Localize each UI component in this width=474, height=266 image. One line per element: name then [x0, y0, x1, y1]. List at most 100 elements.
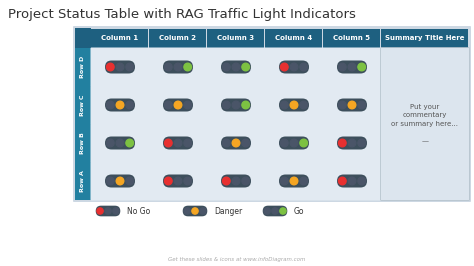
Circle shape: [242, 177, 249, 185]
FancyBboxPatch shape: [207, 161, 265, 201]
Circle shape: [164, 63, 172, 71]
Text: Column 1: Column 1: [101, 35, 138, 41]
Circle shape: [184, 177, 191, 185]
FancyBboxPatch shape: [322, 85, 382, 124]
Circle shape: [232, 177, 240, 185]
FancyBboxPatch shape: [105, 60, 135, 73]
Circle shape: [242, 63, 249, 71]
Circle shape: [290, 101, 298, 109]
Circle shape: [184, 139, 191, 147]
Circle shape: [232, 63, 240, 71]
FancyBboxPatch shape: [75, 28, 91, 48]
FancyBboxPatch shape: [221, 60, 251, 73]
Circle shape: [107, 139, 114, 147]
Text: Column 2: Column 2: [159, 35, 197, 41]
Circle shape: [200, 208, 206, 214]
FancyBboxPatch shape: [279, 60, 309, 73]
Circle shape: [164, 101, 172, 109]
Circle shape: [358, 101, 365, 109]
Circle shape: [116, 139, 124, 147]
Circle shape: [116, 63, 124, 71]
FancyBboxPatch shape: [163, 174, 193, 188]
FancyBboxPatch shape: [91, 28, 148, 48]
FancyBboxPatch shape: [221, 136, 251, 149]
Text: Project Status Table with RAG Traffic Light Indicators: Project Status Table with RAG Traffic Li…: [8, 8, 356, 21]
Circle shape: [272, 208, 278, 214]
Text: Row A: Row A: [81, 170, 85, 192]
Circle shape: [338, 177, 346, 185]
FancyBboxPatch shape: [263, 206, 287, 216]
Text: Column 4: Column 4: [275, 35, 313, 41]
FancyBboxPatch shape: [207, 85, 265, 124]
FancyBboxPatch shape: [75, 48, 91, 86]
FancyBboxPatch shape: [279, 174, 309, 188]
Circle shape: [290, 63, 298, 71]
FancyBboxPatch shape: [337, 98, 367, 111]
Circle shape: [174, 139, 182, 147]
FancyBboxPatch shape: [337, 136, 367, 149]
Circle shape: [126, 63, 134, 71]
Circle shape: [348, 63, 356, 71]
Circle shape: [338, 101, 346, 109]
Circle shape: [184, 208, 190, 214]
Circle shape: [97, 208, 103, 214]
FancyBboxPatch shape: [75, 162, 91, 200]
Circle shape: [358, 177, 365, 185]
Circle shape: [358, 63, 365, 71]
Text: Put your
commentary
or summary here...

—: Put your commentary or summary here... —: [392, 104, 458, 144]
FancyBboxPatch shape: [105, 136, 135, 149]
Circle shape: [113, 208, 119, 214]
FancyBboxPatch shape: [149, 28, 207, 48]
Circle shape: [281, 101, 288, 109]
Circle shape: [107, 101, 114, 109]
FancyBboxPatch shape: [381, 48, 470, 201]
FancyBboxPatch shape: [337, 60, 367, 73]
Circle shape: [126, 177, 134, 185]
Circle shape: [264, 208, 270, 214]
FancyBboxPatch shape: [105, 174, 135, 188]
Circle shape: [164, 139, 172, 147]
FancyBboxPatch shape: [264, 85, 323, 124]
FancyBboxPatch shape: [207, 123, 265, 163]
FancyBboxPatch shape: [163, 60, 193, 73]
Circle shape: [184, 63, 191, 71]
FancyBboxPatch shape: [148, 161, 208, 201]
Circle shape: [105, 208, 111, 214]
FancyBboxPatch shape: [322, 161, 382, 201]
Circle shape: [281, 139, 288, 147]
Circle shape: [116, 101, 124, 109]
Circle shape: [164, 177, 172, 185]
FancyBboxPatch shape: [105, 98, 135, 111]
Circle shape: [116, 177, 124, 185]
Circle shape: [348, 139, 356, 147]
FancyBboxPatch shape: [148, 48, 208, 86]
FancyBboxPatch shape: [337, 174, 367, 188]
Circle shape: [300, 63, 308, 71]
Text: No Go: No Go: [127, 206, 150, 215]
Circle shape: [126, 101, 134, 109]
FancyBboxPatch shape: [75, 124, 91, 162]
FancyBboxPatch shape: [96, 206, 120, 216]
Circle shape: [232, 101, 240, 109]
Text: Column 3: Column 3: [218, 35, 255, 41]
Circle shape: [222, 63, 230, 71]
Circle shape: [232, 139, 240, 147]
FancyBboxPatch shape: [163, 136, 193, 149]
Circle shape: [358, 139, 365, 147]
FancyBboxPatch shape: [221, 174, 251, 188]
Circle shape: [222, 139, 230, 147]
FancyBboxPatch shape: [323, 28, 381, 48]
FancyBboxPatch shape: [163, 98, 193, 111]
FancyBboxPatch shape: [265, 28, 322, 48]
Circle shape: [107, 63, 114, 71]
Text: Column 5: Column 5: [334, 35, 371, 41]
Circle shape: [300, 101, 308, 109]
Circle shape: [300, 177, 308, 185]
Circle shape: [184, 101, 191, 109]
FancyBboxPatch shape: [91, 123, 149, 163]
FancyBboxPatch shape: [148, 85, 208, 124]
Text: Go: Go: [294, 206, 304, 215]
FancyBboxPatch shape: [91, 48, 149, 86]
FancyBboxPatch shape: [382, 28, 468, 48]
FancyBboxPatch shape: [279, 98, 309, 111]
